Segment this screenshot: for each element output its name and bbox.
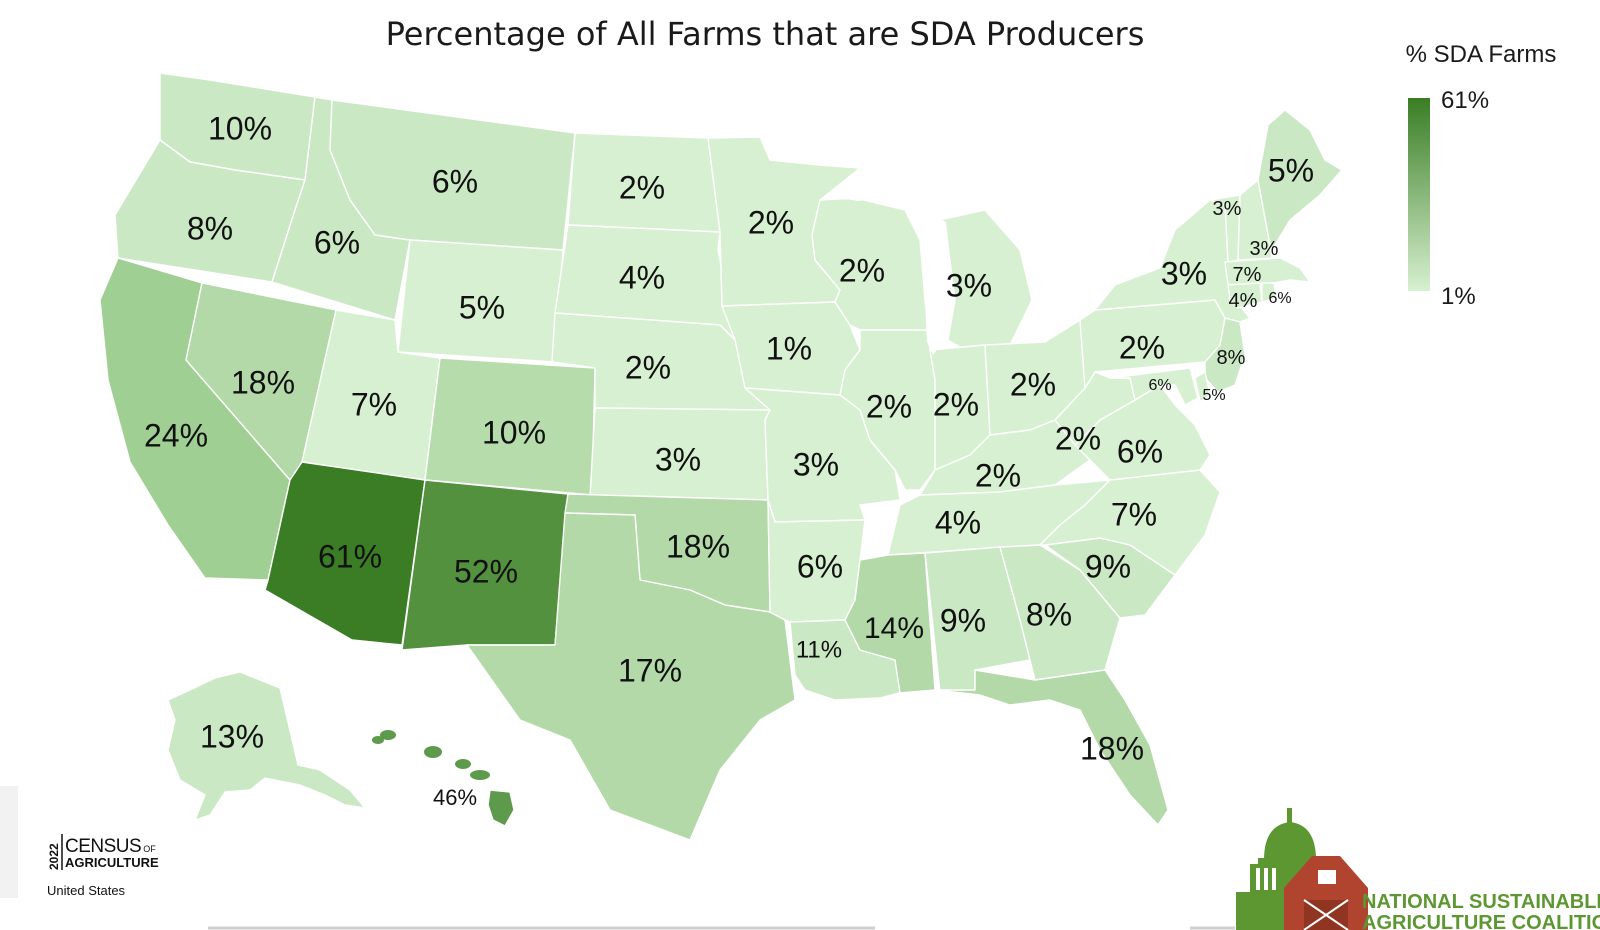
state-tx: [466, 512, 796, 841]
state-label-nj: 8%: [1217, 347, 1246, 369]
state-ct: [1227, 282, 1263, 309]
state-label-md: 6%: [1148, 377, 1171, 394]
state-label-tn: 4%: [935, 505, 981, 541]
legend: % SDA Farms 61% 1%: [1406, 41, 1557, 310]
state-label-ri: 6%: [1268, 290, 1291, 307]
state-hi: [487, 789, 515, 827]
state-label-wi: 2%: [839, 253, 885, 289]
legend-min-label: 1%: [1441, 283, 1476, 310]
labels-layer: 10% 8% 24% 6% 18% 6% 5% 7% 61% 10% 52% 2% 4% 2% 3% 18% 1…: [144, 111, 1314, 810]
state-md: [1109, 367, 1199, 406]
legend-color-bar: [1408, 98, 1430, 291]
state-label-mo: 3%: [793, 447, 839, 483]
state-label-ca: 24%: [144, 418, 208, 454]
state-label-al: 9%: [940, 603, 986, 639]
state-label-sd: 4%: [619, 260, 665, 296]
census-country: United States: [47, 883, 126, 898]
state-nc: [1039, 469, 1221, 576]
census-of: OF: [143, 844, 156, 854]
state-label-nc: 7%: [1111, 497, 1157, 533]
hawaii-island-1: [372, 736, 384, 744]
state-label-tx: 17%: [618, 653, 682, 689]
state-nh: [1237, 179, 1273, 261]
state-label-la: 11%: [796, 637, 842, 664]
nsac-name-line1: NATIONAL SUSTAINABLE: [1362, 891, 1600, 913]
state-label-nm: 52%: [454, 554, 518, 590]
state-label-wv: 2%: [1055, 421, 1101, 457]
state-label-hi: 46%: [433, 785, 477, 810]
state-label-wa: 10%: [208, 111, 272, 147]
state-label-me: 5%: [1268, 153, 1314, 189]
state-label-wy: 5%: [459, 290, 505, 326]
state-label-vt: 3%: [1213, 198, 1242, 220]
barn-icon: [1284, 856, 1368, 930]
state-label-ok: 18%: [666, 529, 730, 565]
lake-michigan: [925, 215, 950, 355]
state-label-ma: 7%: [1233, 264, 1262, 286]
map-title: Percentage of All Farms that are SDA Pro…: [386, 15, 1145, 53]
census-name: CENSUS: [65, 836, 141, 857]
state-label-ar: 6%: [797, 549, 843, 585]
state-label-or: 8%: [187, 211, 233, 247]
state-ms: [844, 552, 936, 694]
census-subtitle: AGRICULTURE: [65, 855, 159, 870]
state-label-oh: 2%: [1010, 367, 1056, 403]
hawaii-island-2: [380, 730, 396, 740]
state-label-sc: 9%: [1085, 549, 1131, 585]
legend-title: % SDA Farms: [1406, 41, 1557, 68]
state-label-in: 2%: [933, 387, 979, 423]
state-label-il: 2%: [866, 389, 912, 425]
left-edge-panel: [0, 786, 18, 898]
state-label-mn: 2%: [748, 205, 794, 241]
state-label-nh: 3%: [1250, 238, 1279, 260]
state-label-ny: 3%: [1161, 256, 1207, 292]
state-label-ak: 13%: [200, 719, 264, 755]
state-label-az: 61%: [318, 539, 382, 575]
state-fl: [934, 669, 1169, 826]
state-label-ky: 2%: [975, 458, 1021, 494]
state-label-ia: 1%: [766, 331, 812, 367]
hawaii-island-3: [424, 746, 442, 758]
state-label-fl: 18%: [1080, 731, 1144, 767]
state-label-ga: 8%: [1026, 597, 1072, 633]
legend-max-label: 61%: [1441, 87, 1489, 114]
hawaii-island-5: [470, 770, 490, 780]
state-label-de: 5%: [1202, 387, 1225, 404]
state-label-va: 6%: [1117, 434, 1163, 470]
state-label-id: 6%: [314, 225, 360, 261]
state-label-ut: 7%: [351, 387, 397, 423]
state-nj: [1204, 317, 1246, 393]
state-label-ct: 4%: [1229, 290, 1258, 312]
state-label-nd: 2%: [619, 170, 665, 206]
state-label-nv: 18%: [231, 365, 295, 401]
census-logo: 2022 CENSUS OF AGRICULTURE United States: [0, 786, 159, 898]
state-label-ks: 3%: [655, 442, 701, 478]
hawaii-island-4: [455, 759, 471, 769]
great-lakes: [825, 170, 950, 355]
nsac-name-line2: AGRICULTURE COALITION: [1362, 912, 1600, 930]
state-label-pa: 2%: [1119, 330, 1165, 366]
state-label-ne: 2%: [625, 350, 671, 386]
nsac-logo: NATIONAL SUSTAINABLE AGRICULTURE COALITI…: [1236, 808, 1600, 930]
state-ak: [167, 671, 366, 821]
state-de: [1194, 371, 1211, 403]
state-label-mt: 6%: [432, 164, 478, 200]
census-wordmark: CENSUS OF: [65, 836, 156, 857]
states-layer: [99, 72, 1343, 841]
state-ri: [1261, 282, 1277, 303]
state-label-ms: 14%: [864, 612, 924, 645]
state-label-co: 10%: [482, 415, 546, 451]
lake-superior: [825, 170, 935, 201]
state-label-mi: 3%: [946, 268, 992, 304]
census-year: 2022: [47, 843, 61, 870]
state-me: [1257, 109, 1343, 251]
